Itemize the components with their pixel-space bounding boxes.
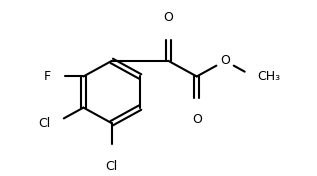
Text: O: O <box>192 113 202 126</box>
Text: O: O <box>220 54 230 67</box>
Text: F: F <box>44 70 51 83</box>
Text: Cl: Cl <box>106 160 118 173</box>
Text: Cl: Cl <box>39 117 51 130</box>
Text: CH₃: CH₃ <box>258 70 281 83</box>
Text: O: O <box>164 11 173 24</box>
